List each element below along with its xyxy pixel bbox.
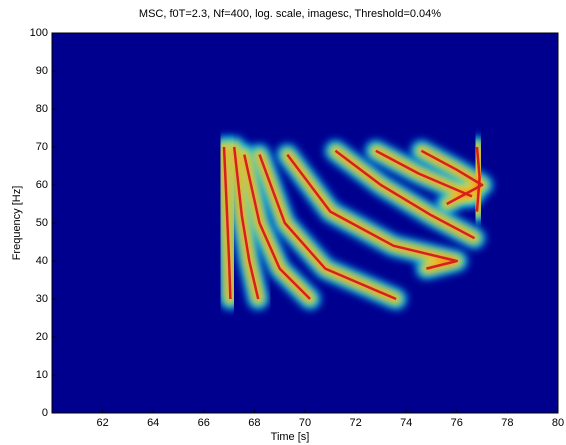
- x-tick-label: 76: [451, 417, 463, 429]
- y-tick-label: 70: [36, 141, 48, 153]
- ridge-line: [334, 149, 476, 240]
- x-tick-label: 64: [147, 417, 159, 429]
- x-tick-label: 66: [198, 417, 210, 429]
- ridge-line: [222, 146, 232, 300]
- x-tick-label: 68: [248, 417, 260, 429]
- y-tick-label: 90: [36, 65, 48, 77]
- x-tick-label: 70: [299, 417, 311, 429]
- y-axis-label: Frequency [Hz]: [11, 186, 23, 261]
- ridge-line: [420, 149, 484, 206]
- y-tick-label: 40: [36, 255, 48, 267]
- chart-title: MSC, f0T=2.3, Nf=400, log. scale, images…: [139, 8, 441, 20]
- ridge-line: [258, 154, 397, 301]
- y-tick-label: 0: [42, 407, 48, 419]
- x-tick-label: 78: [501, 417, 513, 429]
- x-tick-label: 72: [349, 417, 361, 429]
- x-tick-label: 80: [552, 417, 564, 429]
- y-tick-label: 60: [36, 179, 48, 191]
- plot-area: [213, 136, 494, 310]
- y-tick-label: 10: [36, 369, 48, 381]
- y-tick-label: 100: [30, 27, 48, 39]
- ridge-line: [286, 153, 459, 270]
- y-tick-label: 80: [36, 103, 48, 115]
- plot-background: [52, 33, 558, 413]
- y-tick-label: 50: [36, 217, 48, 229]
- x-tick-label: 62: [96, 417, 108, 429]
- x-axis-label: Time [s]: [271, 431, 310, 443]
- y-tick-label: 30: [36, 293, 48, 305]
- y-tick-label: 20: [36, 331, 48, 343]
- ridge-line: [232, 146, 260, 300]
- x-tick-label: 74: [400, 417, 412, 429]
- ridge-line: [243, 154, 311, 300]
- ridge-line: [375, 149, 473, 198]
- ridge-line: [475, 146, 481, 212]
